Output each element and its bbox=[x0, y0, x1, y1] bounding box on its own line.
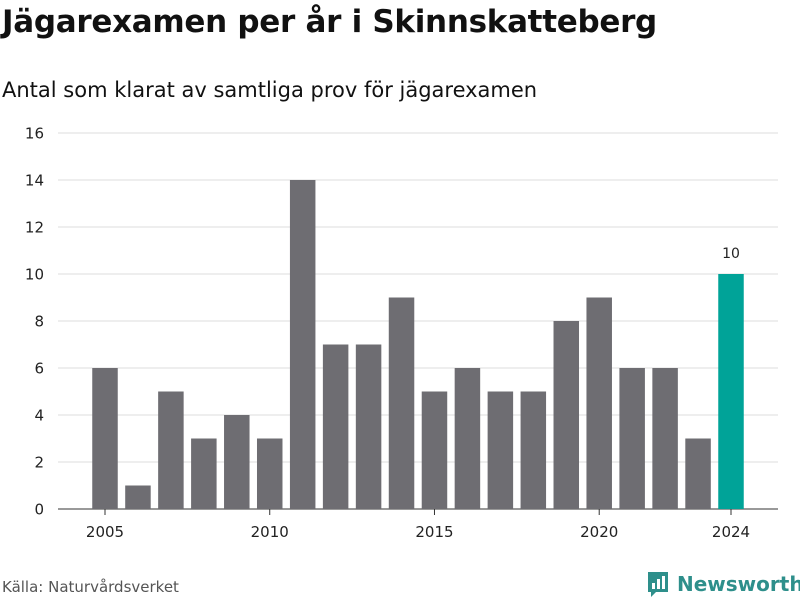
y-axis-ticks: 0 2 4 6 8 10 12 14 16 bbox=[25, 125, 44, 519]
y-tick-label: 10 bbox=[25, 266, 44, 284]
chart-subtitle: Antal som klarat av samtliga prov för jä… bbox=[2, 78, 538, 102]
x-tick-label: 2020 bbox=[580, 523, 618, 541]
bar-2012 bbox=[322, 344, 349, 509]
brand-logo: Newsworthy bbox=[646, 570, 800, 598]
bar-2015 bbox=[421, 391, 448, 509]
y-tick-label: 6 bbox=[34, 360, 44, 378]
y-tick-label: 8 bbox=[34, 313, 44, 331]
x-tick-label: 2010 bbox=[251, 523, 289, 541]
y-tick-label: 0 bbox=[34, 501, 44, 519]
y-tick-label: 12 bbox=[25, 219, 44, 237]
bar-2020 bbox=[586, 297, 612, 509]
y-tick-label: 2 bbox=[34, 454, 44, 472]
bar-2013 bbox=[355, 344, 382, 509]
bar-2024 bbox=[718, 274, 744, 509]
x-axis-ticks: 2005 2010 2015 2020 2024 bbox=[86, 509, 750, 541]
bar-2016 bbox=[454, 368, 481, 509]
bar-2017 bbox=[487, 391, 514, 509]
source-note: Källa: Naturvårdsverket bbox=[2, 578, 179, 596]
bar-2018 bbox=[520, 391, 547, 509]
bar-2011 bbox=[289, 180, 316, 509]
bars bbox=[92, 180, 744, 509]
bar-2021 bbox=[619, 368, 645, 509]
y-tick-label: 4 bbox=[34, 407, 44, 425]
x-tick-label: 2015 bbox=[415, 523, 453, 541]
bar-2005 bbox=[92, 368, 118, 509]
data-label-2024: 10 bbox=[722, 246, 740, 262]
bar-2014 bbox=[388, 297, 415, 509]
chart-title: Jägarexamen per år i Skinnskatteberg bbox=[2, 4, 657, 40]
data-labels: 10 bbox=[722, 246, 740, 262]
newsworthy-logo-icon bbox=[648, 572, 668, 597]
y-tick-label: 14 bbox=[25, 172, 44, 190]
y-tick-label: 16 bbox=[25, 125, 44, 143]
bar-2019 bbox=[553, 321, 580, 509]
x-tick-label: 2005 bbox=[86, 523, 124, 541]
brand-name: Newsworthy bbox=[677, 572, 800, 596]
bar-2010 bbox=[256, 438, 283, 509]
bar-2006 bbox=[125, 485, 151, 509]
bar-2009 bbox=[224, 415, 250, 509]
x-tick-label: 2024 bbox=[712, 523, 750, 541]
bar-2007 bbox=[158, 391, 184, 509]
bar-2022 bbox=[652, 368, 678, 509]
bar-2008 bbox=[191, 438, 217, 509]
bar-2023 bbox=[685, 438, 711, 509]
